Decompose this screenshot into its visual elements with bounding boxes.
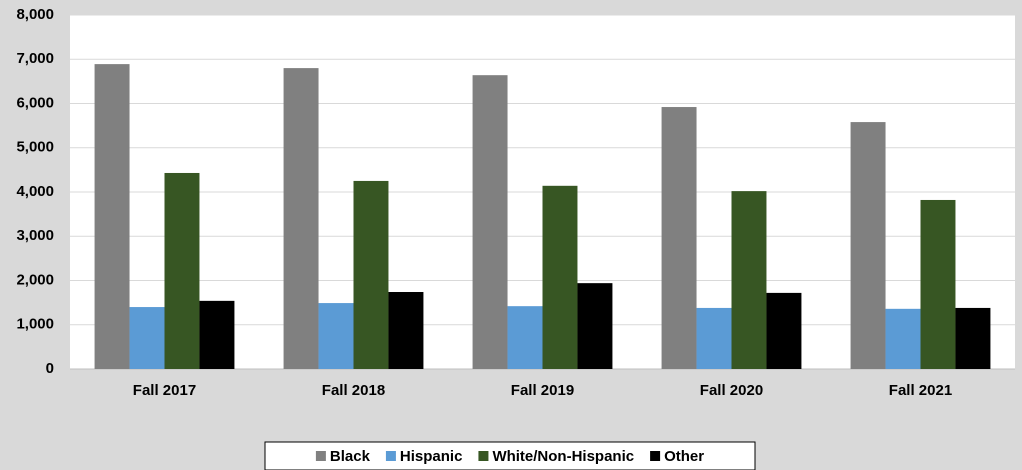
bar bbox=[199, 300, 235, 369]
bar bbox=[920, 199, 956, 369]
y-tick-label: 1,000 bbox=[16, 316, 54, 333]
x-tick-label: Fall 2018 bbox=[322, 382, 385, 399]
legend-swatch bbox=[650, 451, 661, 461]
legend-swatch bbox=[315, 451, 326, 461]
x-tick-label: Fall 2019 bbox=[511, 382, 574, 399]
bar bbox=[353, 180, 389, 369]
y-tick-label: 6,000 bbox=[16, 94, 54, 111]
bar bbox=[661, 107, 697, 369]
bar bbox=[955, 307, 991, 369]
bar bbox=[577, 283, 613, 369]
bar bbox=[129, 307, 165, 369]
bar bbox=[164, 172, 200, 369]
bar bbox=[731, 191, 767, 369]
y-tick-label: 4,000 bbox=[16, 183, 54, 200]
bar bbox=[696, 307, 732, 369]
x-tick-label: Fall 2017 bbox=[133, 382, 196, 399]
bar bbox=[850, 122, 886, 370]
y-tick-label: 7,000 bbox=[16, 50, 54, 67]
y-tick-label: 5,000 bbox=[16, 139, 54, 156]
bar bbox=[283, 68, 319, 369]
bar bbox=[766, 292, 802, 369]
legend-label: White/Non-Hispanic bbox=[492, 448, 634, 465]
bar bbox=[542, 185, 578, 369]
y-tick-label: 3,000 bbox=[16, 227, 54, 244]
y-tick-label: 8,000 bbox=[16, 6, 54, 23]
legend-label: Black bbox=[330, 448, 371, 465]
legend-box bbox=[264, 441, 756, 470]
legend-label: Other bbox=[664, 448, 704, 465]
y-tick-label: 0 bbox=[46, 360, 54, 377]
legend-label: Hispanic bbox=[400, 448, 463, 465]
bar bbox=[885, 308, 921, 369]
legend-swatch bbox=[478, 451, 489, 461]
x-tick-label: Fall 2020 bbox=[700, 382, 763, 399]
bar bbox=[318, 303, 354, 369]
y-tick-label: 2,000 bbox=[16, 271, 54, 288]
bar bbox=[94, 64, 130, 370]
bar bbox=[507, 306, 543, 369]
legend-swatch bbox=[385, 451, 396, 461]
bar bbox=[388, 292, 424, 369]
x-tick-label: Fall 2021 bbox=[889, 382, 952, 399]
bar bbox=[472, 75, 508, 370]
